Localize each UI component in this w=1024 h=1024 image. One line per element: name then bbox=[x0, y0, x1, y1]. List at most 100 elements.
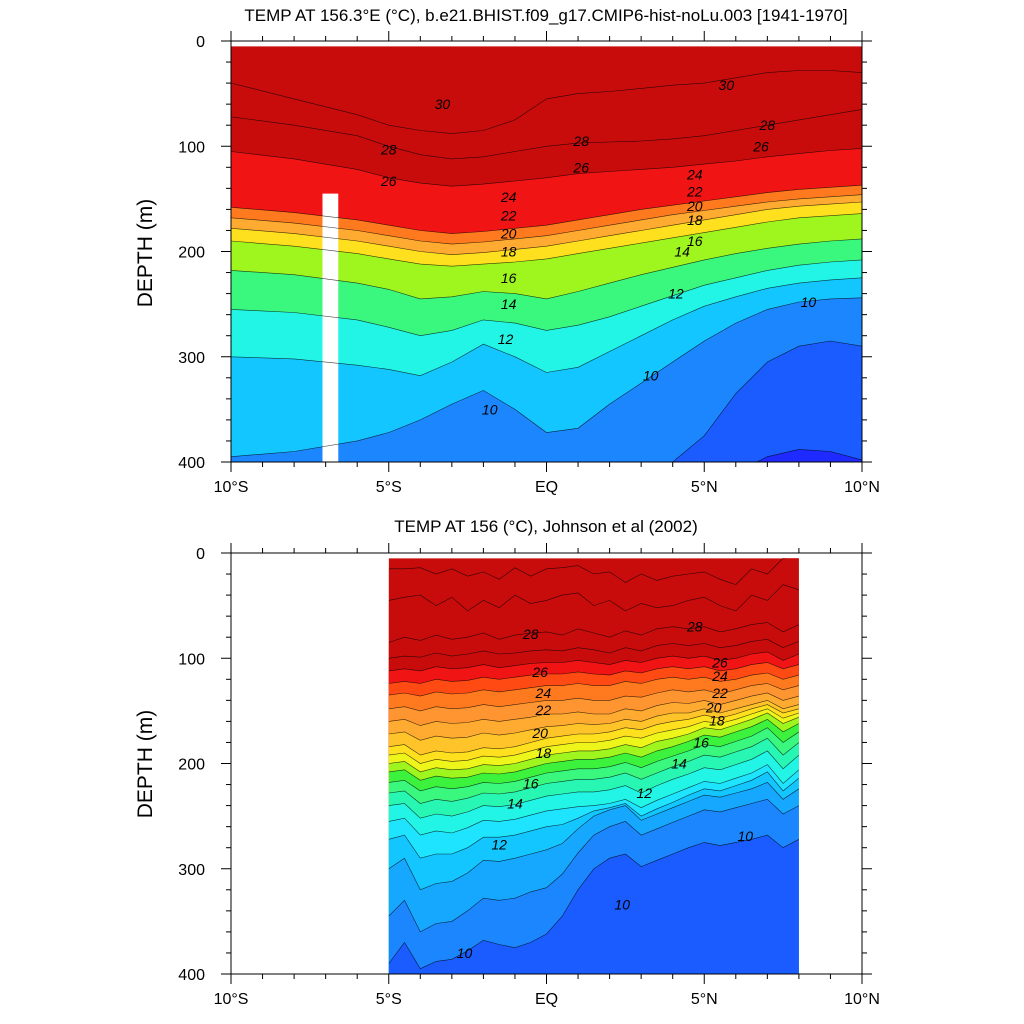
panel-observations: TEMP AT 156 (°C), Johnson et al (2002) 2… bbox=[134, 517, 880, 1008]
x-tick-label: 5°N bbox=[691, 991, 718, 1008]
isotherm-9 bbox=[672, 340, 862, 462]
y-tick-label: 100 bbox=[178, 651, 205, 668]
contour-label: 28 bbox=[759, 117, 776, 133]
x-tick-label: 10°S bbox=[214, 991, 249, 1008]
isotherm-26 bbox=[388, 651, 799, 672]
isotherm-24 bbox=[388, 672, 799, 697]
contour-label: 28 bbox=[572, 133, 589, 149]
axes: 0 100 200 300 400 10°S 5°S EQ 5°N 10°N bbox=[178, 543, 880, 1008]
contour-label: 26 bbox=[572, 159, 589, 175]
contour-label: 18 bbox=[536, 745, 552, 761]
y-axis-label: DEPTH (m) bbox=[134, 710, 157, 819]
isotherm-11 bbox=[388, 782, 799, 891]
isotherm-27 bbox=[388, 638, 799, 659]
y-tick-label: 100 bbox=[178, 139, 205, 156]
isotherm-28 bbox=[231, 109, 862, 160]
isotherm-20 bbox=[388, 704, 799, 756]
band-below-9 bbox=[672, 341, 862, 462]
x-tick-label: 10°N bbox=[844, 479, 880, 496]
isotherm-22 bbox=[231, 194, 862, 245]
y-tick-label: 400 bbox=[178, 967, 205, 984]
x-tick-label: 5°S bbox=[376, 991, 402, 1008]
contour-labels: 28 28262624242222202018181616141412121010… bbox=[457, 619, 754, 961]
missing-data-column bbox=[322, 193, 339, 463]
contour-fills bbox=[231, 46, 862, 463]
contour-label: 10 bbox=[801, 294, 817, 310]
contour-label: 30 bbox=[435, 96, 451, 112]
contour-label: 20 bbox=[531, 725, 548, 741]
isotherm-10 bbox=[231, 297, 862, 457]
band-below-9 bbox=[388, 835, 799, 974]
contour-label: 14 bbox=[501, 296, 517, 312]
contour-label: 26 bbox=[380, 173, 397, 189]
contour-labels: 3030282828262626242422222020181816161414… bbox=[380, 77, 816, 417]
isotherm-18 bbox=[231, 213, 862, 267]
isotherm-16 bbox=[388, 727, 799, 792]
contour-label: 24 bbox=[535, 685, 552, 701]
contour-label: 12 bbox=[498, 331, 514, 347]
contour-label: 28 bbox=[686, 619, 703, 635]
isotherm-15 bbox=[388, 737, 799, 804]
panel-model: TEMP AT 156.3°E (°C), b.e21.BHIST.f09_g1… bbox=[134, 6, 880, 496]
contour-label: 18 bbox=[501, 244, 517, 260]
isotherm-12 bbox=[231, 277, 862, 377]
contour-lines bbox=[231, 70, 862, 462]
isotherm-23 bbox=[388, 683, 799, 712]
y-tick-label: 400 bbox=[178, 455, 205, 472]
contour-label: 10 bbox=[457, 945, 473, 961]
isotherm-18 bbox=[388, 712, 799, 773]
isotherm-10 bbox=[388, 798, 799, 933]
isotherm-8 bbox=[756, 449, 862, 462]
contour-label: 16 bbox=[523, 775, 539, 791]
band-below-8 bbox=[756, 449, 862, 462]
contour-label: 10 bbox=[737, 828, 753, 844]
y-tick-label: 200 bbox=[178, 757, 205, 774]
isotherm-20 bbox=[231, 201, 862, 256]
contour-label: 14 bbox=[671, 756, 687, 772]
isotherm-25 bbox=[388, 662, 799, 684]
contour-label: 16 bbox=[501, 270, 517, 286]
isotherm-22 bbox=[388, 692, 799, 726]
contour-label: 28 bbox=[380, 141, 397, 157]
contour-label: 24 bbox=[711, 668, 728, 684]
isotherm-26 bbox=[231, 148, 862, 187]
panel-title: TEMP AT 156 (°C), Johnson et al (2002) bbox=[394, 517, 698, 536]
contour-label: 24 bbox=[686, 167, 703, 183]
contour-label: 26 bbox=[752, 138, 769, 154]
contour-label: 30 bbox=[719, 77, 735, 93]
isotherm-28 bbox=[388, 622, 799, 643]
y-tick-label: 200 bbox=[178, 245, 205, 262]
contour-label: 10 bbox=[482, 401, 498, 417]
y-tick-label: 0 bbox=[196, 34, 205, 51]
contour-label: 10 bbox=[643, 368, 659, 384]
contour-lines bbox=[388, 558, 799, 970]
contour-label: 26 bbox=[531, 664, 548, 680]
contour-label: 14 bbox=[507, 795, 523, 811]
isotherm-30 bbox=[388, 558, 786, 585]
isotherm-16 bbox=[231, 238, 862, 300]
contour-label: 28 bbox=[522, 626, 539, 642]
isotherm-17 bbox=[388, 718, 799, 781]
contour-label: 14 bbox=[674, 244, 690, 260]
y-tick-label: 300 bbox=[178, 862, 205, 879]
contour-label: 22 bbox=[711, 685, 728, 701]
contour-label: 20 bbox=[500, 226, 517, 242]
contour-label: 12 bbox=[668, 286, 684, 302]
x-tick-label: 5°S bbox=[376, 479, 402, 496]
contour-label: 20 bbox=[686, 198, 703, 214]
contour-label: 18 bbox=[687, 212, 703, 228]
y-tick-label: 300 bbox=[178, 350, 205, 367]
isotherm-14 bbox=[388, 750, 799, 819]
contour-label: 12 bbox=[491, 837, 507, 853]
isotherm-30 bbox=[231, 70, 862, 134]
x-tick-label: EQ bbox=[535, 479, 558, 496]
axes: 0 100 200 300 400 10°S 5°S EQ 5°N 10°N bbox=[178, 31, 880, 496]
isotherm-19 bbox=[388, 708, 799, 764]
contour-label: 22 bbox=[500, 208, 517, 224]
x-tick-label: 5°N bbox=[691, 479, 718, 496]
panel-title: TEMP AT 156.3°E (°C), b.e21.BHIST.f09_g1… bbox=[244, 6, 847, 25]
contour-label: 18 bbox=[709, 712, 725, 728]
isotherm-14 bbox=[231, 259, 862, 337]
isotherm-24 bbox=[231, 184, 862, 234]
